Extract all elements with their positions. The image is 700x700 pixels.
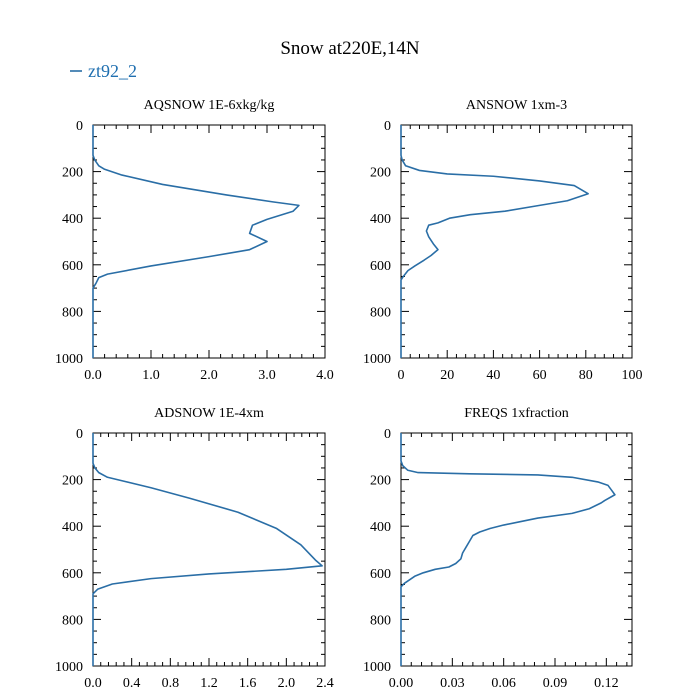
x-tick-label: 0.12: [594, 676, 619, 691]
x-tick-label: 4.0: [316, 368, 334, 383]
y-tick-label: 200: [370, 166, 391, 181]
plot-frame: [400, 124, 633, 359]
y-tick-label: 600: [62, 259, 83, 274]
y-tick-label: 200: [62, 166, 83, 181]
x-tick-label: 1.0: [142, 368, 160, 383]
y-tick-label: 400: [370, 212, 391, 227]
series-line-zt92_2: [92, 433, 323, 666]
y-tick-label: 600: [370, 259, 391, 274]
series-line-zt92_2: [400, 433, 616, 666]
plot-frame: [92, 432, 326, 667]
x-tick-label: 20: [440, 368, 454, 383]
y-tick-label: 600: [62, 567, 83, 582]
y-tick-label: 1000: [363, 352, 391, 367]
legend-label: zt92_2: [88, 61, 137, 81]
x-tick-label: 0.06: [491, 676, 516, 691]
x-tick-label: 0.09: [543, 676, 568, 691]
x-tick-label: 2.4: [316, 676, 334, 691]
y-tick-label: 800: [370, 613, 391, 628]
y-tick-label: 0: [76, 427, 83, 442]
x-tick-label: 100: [622, 368, 643, 383]
y-tick-label: 1000: [363, 660, 391, 675]
x-tick-label: 0.8: [162, 676, 180, 691]
x-tick-label: 60: [533, 368, 547, 383]
x-tick-label: 1.2: [200, 676, 218, 691]
panel-2: ANSNOW 1xm-30 20 40 60 80 1000200400600800100…: [363, 98, 643, 383]
x-tick-label: 80: [579, 368, 593, 383]
y-tick-label: 0: [384, 119, 391, 134]
y-tick-label: 800: [62, 305, 83, 320]
figure-title: Snow at220E,14N: [280, 38, 420, 59]
y-tick-label: 600: [370, 567, 391, 582]
y-tick-label: 400: [370, 520, 391, 535]
panel-title: ADSNOW 1E-4xm: [154, 406, 264, 421]
y-tick-label: 200: [370, 474, 391, 489]
y-tick-label: 1000: [55, 660, 83, 675]
y-tick-label: 0: [384, 427, 391, 442]
y-tick-label: 400: [62, 212, 83, 227]
panels: AQSNOW 1E-6xkg/kg0.0 1.0 2.0 3.0 4.002004006…: [55, 98, 643, 691]
panel-title: ANSNOW 1xm-3: [466, 98, 567, 113]
panel-title: AQSNOW 1E-6xkg/kg: [144, 98, 275, 113]
plot-frame: [92, 124, 326, 359]
series-line-zt92_2: [400, 125, 589, 358]
x-tick-label: 0: [398, 368, 405, 383]
x-tick-label: 0.00: [389, 676, 414, 691]
x-tick-label: 1.6: [239, 676, 257, 691]
x-tick-label: 2.0: [200, 368, 218, 383]
y-tick-label: 0: [76, 119, 83, 134]
y-tick-label: 400: [62, 520, 83, 535]
series-line-zt92_2: [92, 125, 300, 358]
plot-frame: [400, 432, 633, 667]
x-tick-label: 0.03: [440, 676, 465, 691]
x-tick-label: 40: [486, 368, 500, 383]
panel-title: FREQS 1xfraction: [464, 406, 569, 421]
panel-3: ADSNOW 1E-4xm 0.0 0.4 0.8 1.2 1.6 2.0 2.4 0 200 40…: [55, 406, 334, 691]
y-tick-label: 800: [62, 613, 83, 628]
x-tick-label: 0.0: [84, 368, 102, 383]
y-tick-label: 800: [370, 305, 391, 320]
x-tick-label: 3.0: [258, 368, 276, 383]
panel-4: FREQS 1xfraction 0.00 0.03 0.06 0.09 0.12 0 200…: [363, 406, 633, 691]
x-tick-label: 0.0: [84, 676, 102, 691]
x-tick-label: 0.4: [123, 676, 141, 691]
y-tick-label: 200: [62, 474, 83, 489]
x-tick-label: 2.0: [278, 676, 296, 691]
y-tick-label: 1000: [55, 352, 83, 367]
panel-1: AQSNOW 1E-6xkg/kg 0.0 1.0 2.0 3.0 4.0 0 200 400 6…: [55, 98, 334, 383]
